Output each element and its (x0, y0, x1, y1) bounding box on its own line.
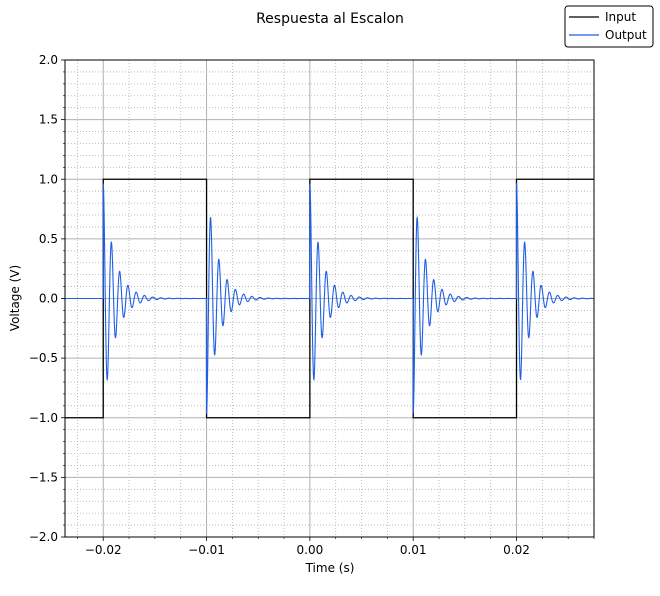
legend-box (564, 5, 654, 48)
plot-area (64, 59, 595, 538)
y-tick-label: −1.5 (29, 470, 58, 484)
x-tick-label: 0.02 (503, 543, 530, 557)
y-axis-label: Voltage (V) (8, 265, 22, 331)
series-output-line (65, 183, 594, 414)
y-tick-label: −0.5 (29, 351, 58, 365)
y-tick-label: −1.0 (29, 411, 58, 425)
legend: Input Output (564, 5, 654, 48)
y-axis: −2.0 −1.5 −1.0 −0.5 0.0 0.5 1.0 1.5 2.0 (29, 53, 65, 544)
chart-title: Respuesta al Escalon (256, 11, 404, 27)
x-tick-label: 0.00 (297, 543, 324, 557)
x-tick-label: −0.01 (188, 543, 225, 557)
series-layer (65, 178, 594, 419)
y-tick-label: 1.5 (39, 113, 58, 127)
y-tick-label: 1.0 (39, 172, 58, 186)
x-tick-label: 0.01 (400, 543, 427, 557)
x-tick-label: −0.02 (85, 543, 122, 557)
y-tick-label: −2.0 (29, 530, 58, 544)
y-tick-label: 0.5 (39, 232, 58, 246)
x-axis: −0.02 −0.01 0.00 0.01 0.02 (77, 537, 595, 557)
x-axis-label: Time (s) (305, 561, 355, 575)
legend-label-output: Output (605, 28, 647, 42)
y-tick-label: 0.0 (39, 292, 58, 306)
y-tick-label: 2.0 (39, 53, 58, 67)
minor-grid (65, 60, 595, 537)
legend-label-input: Input (605, 10, 636, 24)
